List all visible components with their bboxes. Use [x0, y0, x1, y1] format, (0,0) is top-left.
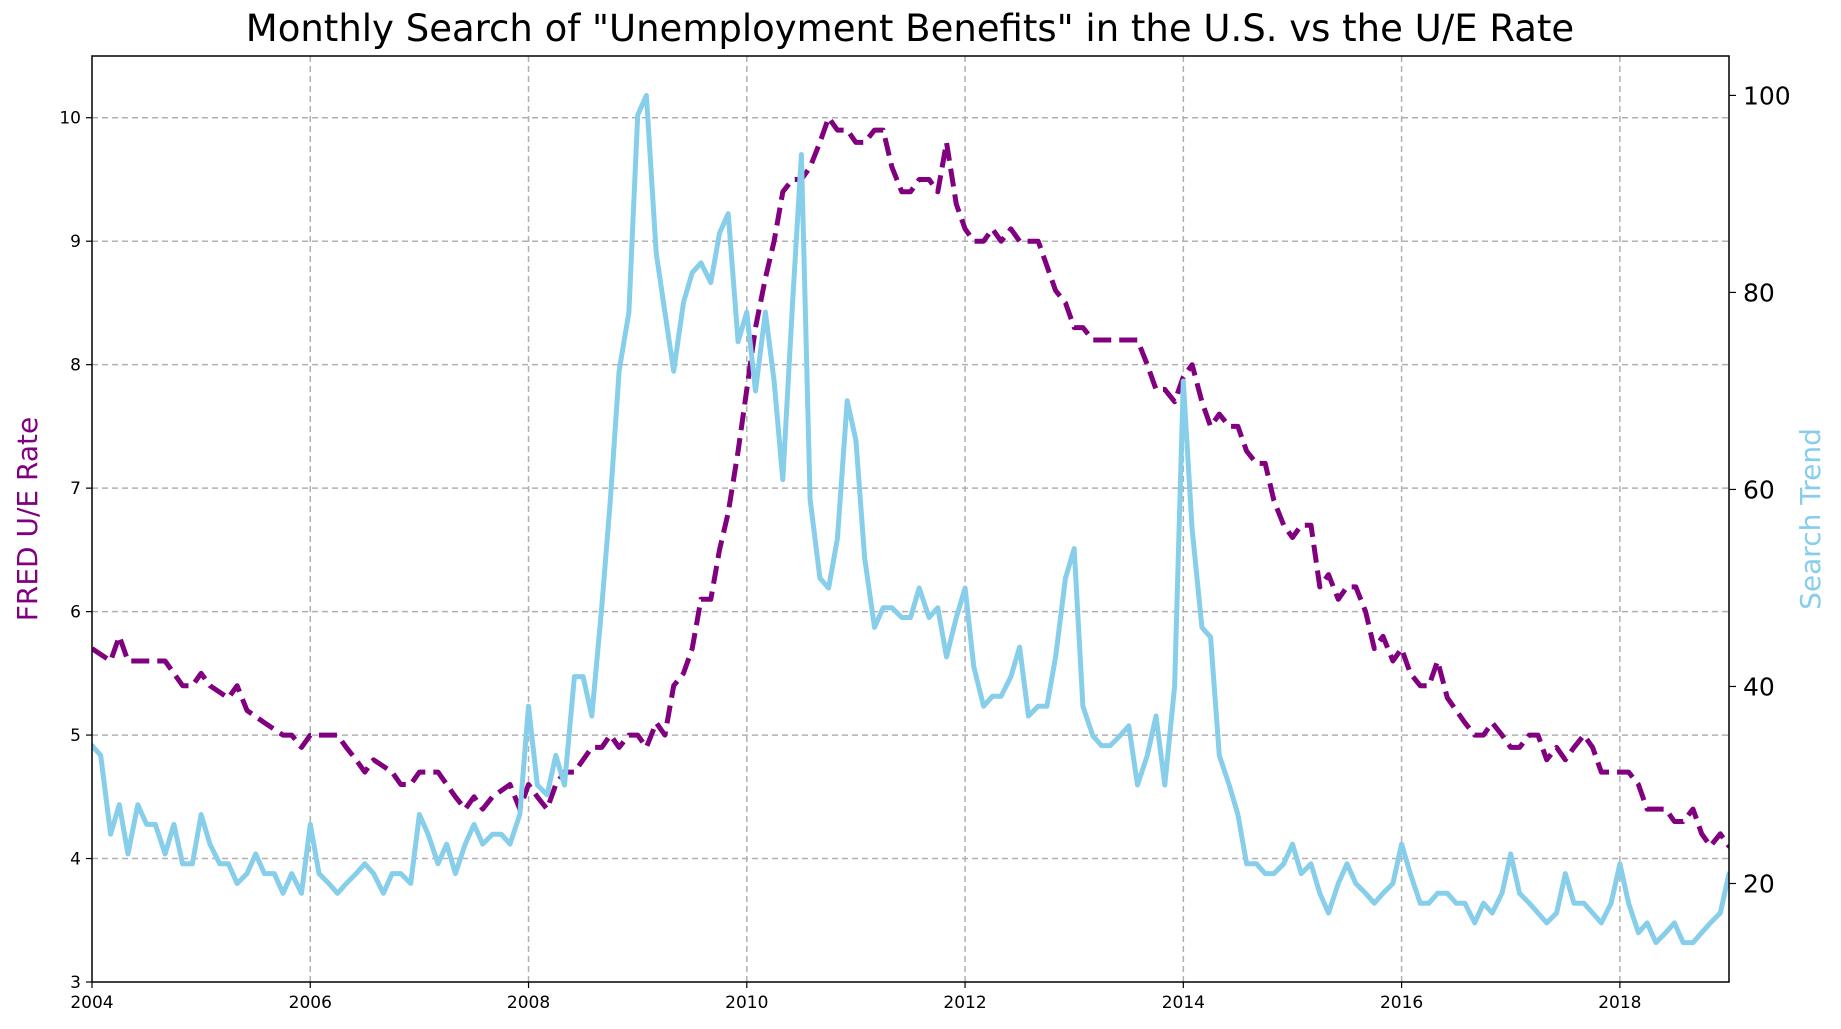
y-left-tick-label: 4	[70, 850, 81, 870]
search-trend-line	[92, 92, 1729, 946]
y-right-axis-ticks: 20 40 60 80 100	[1729, 81, 1791, 898]
x-tick-label: 2016	[1380, 993, 1423, 1013]
y-left-tick-label: 10	[59, 109, 81, 129]
y-left-axis-label: FRED U/E Rate	[11, 417, 44, 621]
y-right-tick-label: 60	[1743, 475, 1775, 504]
y-left-axis-ticks: 3 4 5 6 7 8 9 10	[59, 109, 92, 993]
y-left-tick-label: 6	[70, 603, 81, 623]
x-tick-label: 2014	[1162, 993, 1205, 1013]
y-left-tick-label: 9	[70, 232, 81, 252]
y-left-tick-label: 7	[70, 479, 81, 499]
x-tick-label: 2006	[289, 993, 332, 1013]
x-tick-label: 2012	[943, 993, 986, 1013]
x-tick-label: 2008	[507, 993, 550, 1013]
y-right-tick-label: 80	[1743, 278, 1775, 307]
y-right-tick-label: 100	[1743, 81, 1791, 110]
x-tick-label: 2004	[70, 993, 113, 1013]
series-layer	[92, 92, 1729, 946]
y-right-tick-label: 40	[1743, 672, 1775, 701]
x-tick-label: 2018	[1598, 993, 1641, 1013]
y-right-tick-label: 20	[1743, 869, 1775, 898]
x-axis-ticks: 2004 2006 2008 2010 2012 2014 2016 2018	[70, 982, 1641, 1013]
y-right-axis-label: Search Trend	[1794, 428, 1827, 610]
y-left-tick-label: 5	[70, 726, 81, 746]
plot-frame	[91, 55, 1730, 983]
grid	[92, 56, 1729, 982]
x-tick-label: 2010	[725, 993, 768, 1013]
y-left-tick-label: 8	[70, 356, 81, 376]
chart-title: Monthly Search of "Unemployment Benefits…	[246, 7, 1574, 50]
ue-rate-line	[92, 115, 1729, 849]
y-left-tick-label: 3	[70, 973, 81, 993]
